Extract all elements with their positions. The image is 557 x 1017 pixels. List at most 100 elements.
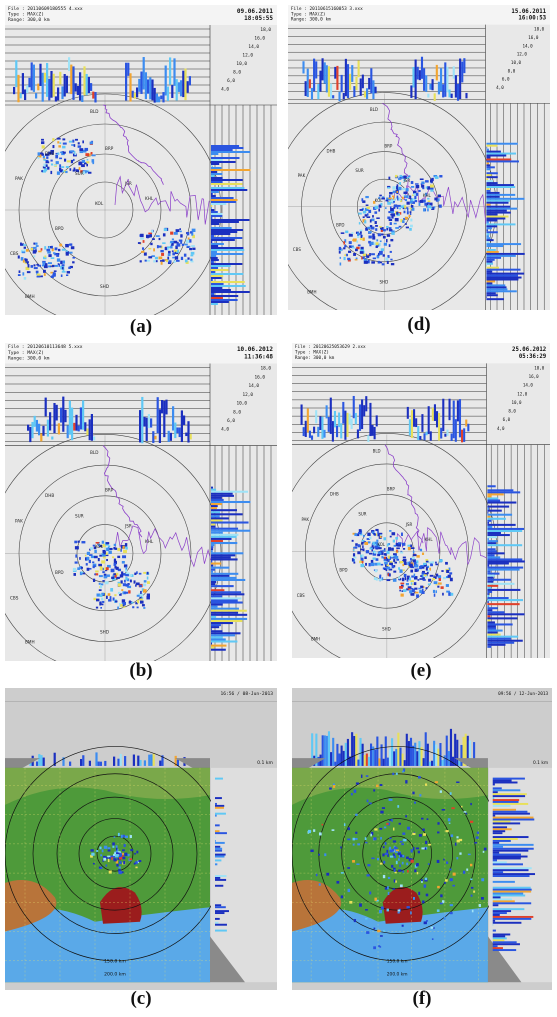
height-label: 8,0: [233, 70, 241, 76]
echo: [400, 175, 403, 177]
echo: [376, 737, 378, 766]
station-label: JSR: [403, 178, 411, 183]
echo: [493, 939, 505, 941]
echo: [448, 818, 451, 821]
echo: [422, 567, 424, 569]
echo: [375, 569, 378, 572]
echo: [418, 851, 420, 854]
echo: [449, 823, 451, 824]
echo: [486, 251, 498, 253]
echo: [99, 847, 101, 850]
echo: [211, 251, 217, 253]
echo: [423, 68, 425, 91]
echo: [51, 163, 53, 165]
echo: [411, 186, 414, 188]
echo: [82, 755, 84, 766]
station-label: DHB: [330, 491, 339, 496]
echo: [211, 497, 222, 499]
echo: [439, 175, 442, 177]
panel-label: (d): [407, 314, 430, 336]
echo: [486, 237, 490, 239]
echo: [377, 930, 380, 933]
echo: [178, 82, 180, 92]
echo: [379, 251, 383, 254]
height-label: 8,0: [508, 68, 516, 74]
echo: [370, 547, 373, 549]
echo: [102, 541, 104, 544]
echo: [170, 241, 174, 243]
echo: [354, 919, 356, 922]
echo: [126, 572, 130, 574]
echo: [78, 162, 82, 165]
echo: [367, 216, 371, 218]
echo: [104, 576, 108, 579]
echo: [487, 621, 495, 623]
echo: [27, 271, 31, 273]
echo: [41, 170, 43, 172]
echo: [393, 197, 394, 200]
echo: [211, 585, 234, 587]
echo: [215, 924, 227, 926]
echo: [434, 581, 438, 584]
echo: [67, 160, 71, 162]
echo: [96, 542, 100, 544]
echo: [439, 578, 441, 581]
echo: [446, 430, 448, 436]
echo: [395, 537, 398, 540]
echo: [72, 140, 74, 143]
scan-date: 10.06.2012: [237, 346, 273, 353]
echo: [118, 583, 121, 586]
echo: [116, 864, 118, 867]
station-label: CBS: [297, 593, 305, 598]
echo: [211, 640, 237, 642]
echo: [211, 223, 219, 225]
echo: [169, 57, 171, 84]
echo: [332, 421, 334, 441]
echo: [428, 579, 431, 582]
echo: [486, 277, 521, 279]
echo: [174, 241, 178, 244]
echo: [486, 255, 515, 257]
echo: [362, 256, 364, 259]
echo: [124, 756, 126, 766]
map-label: 0.1 km: [257, 760, 273, 766]
echo: [191, 252, 195, 255]
echo: [215, 830, 219, 832]
echo: [400, 561, 403, 563]
echo: [73, 159, 75, 161]
echo: [344, 254, 346, 256]
echo: [373, 557, 376, 559]
scan-type: Type : MAX(Z): [8, 350, 44, 356]
echo: [215, 824, 220, 826]
echo: [370, 68, 372, 93]
echo: [113, 573, 116, 575]
echo: [354, 789, 357, 792]
echo: [211, 526, 216, 528]
echo: [75, 139, 78, 141]
echo: [414, 802, 416, 804]
echo: [116, 845, 118, 848]
echo: [340, 846, 341, 848]
echo: [93, 863, 95, 865]
echo: [129, 601, 131, 604]
echo: [405, 223, 407, 225]
echo: [487, 583, 514, 585]
echo: [80, 759, 82, 766]
station-label: BLD: [373, 449, 381, 454]
echo: [147, 581, 150, 584]
echo: [133, 755, 135, 766]
echo: [211, 151, 250, 153]
station-label: KHL: [145, 539, 154, 545]
echo: [445, 562, 448, 565]
echo: [211, 287, 222, 289]
echo: [442, 760, 444, 766]
echo: [123, 602, 126, 605]
echo: [68, 267, 71, 269]
echo: [22, 272, 24, 275]
echo: [404, 574, 407, 577]
echo: [343, 241, 345, 244]
echo: [15, 60, 17, 87]
echo: [412, 792, 414, 795]
station-label: DHB: [327, 149, 336, 154]
echo: [409, 215, 411, 217]
